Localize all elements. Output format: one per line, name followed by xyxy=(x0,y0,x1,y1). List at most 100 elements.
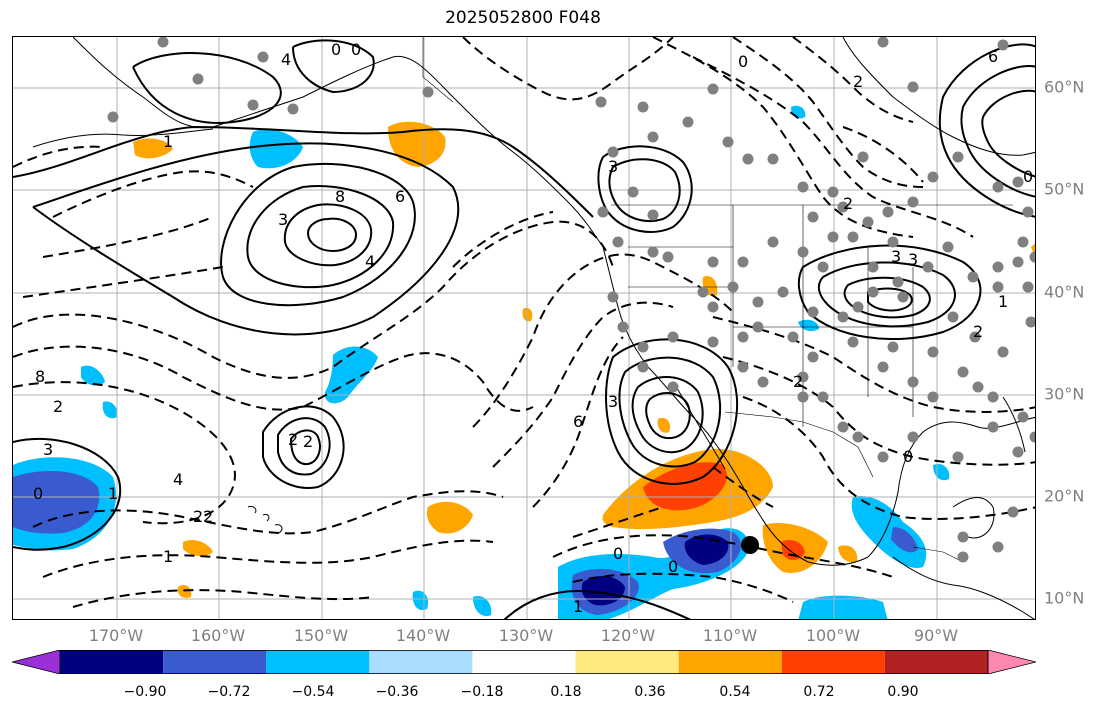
coast-hudson xyxy=(842,37,1035,156)
station-dot xyxy=(887,236,899,248)
station-dot xyxy=(727,281,739,293)
station-dot xyxy=(927,346,939,358)
dash-c12 xyxy=(572,572,794,603)
lon-label-90w: 90°W xyxy=(913,626,959,645)
colorbar-tick-label: 0.54 xyxy=(719,684,751,700)
contour-ne-pac-1 xyxy=(13,125,594,218)
contour-label: 6 xyxy=(988,47,998,66)
lon-label-160w: 160°W xyxy=(190,626,246,645)
contour-cal-low2 xyxy=(618,356,722,468)
contour-high-outer xyxy=(32,142,460,336)
shade-neg-east-mid xyxy=(891,527,918,553)
contour-label: 2 xyxy=(288,430,298,449)
station-dot xyxy=(607,291,619,303)
station-dot xyxy=(957,531,969,543)
lon-label-150w: 150°W xyxy=(293,626,349,645)
station-dot xyxy=(857,151,869,163)
contour-ne-low4 xyxy=(867,287,913,312)
lat-label-60n: 60°N xyxy=(1044,77,1085,97)
lat-label-20n: 20°N xyxy=(1044,486,1085,506)
colorbar-tick-label: 0.36 xyxy=(634,684,666,700)
lon-label-100w: 100°W xyxy=(805,626,861,645)
station-dot xyxy=(707,336,719,348)
lon-label-140w: 140°W xyxy=(395,626,451,645)
station-dot xyxy=(877,451,889,463)
dash-c22 xyxy=(52,170,254,218)
station-dot xyxy=(897,291,909,303)
station-dot xyxy=(907,431,919,443)
contour-label: 3 xyxy=(278,210,288,229)
station-dot xyxy=(797,371,809,383)
station-dot xyxy=(887,341,899,353)
contour-cal-low3 xyxy=(631,375,704,454)
dash-c18 xyxy=(732,37,924,188)
shade-neg-south-dark2 xyxy=(684,534,729,565)
contour-ak-ring1 xyxy=(132,52,282,124)
contour-label: 1 xyxy=(998,292,1008,311)
colorbar xyxy=(12,650,1036,674)
colorbar-segment xyxy=(266,650,370,674)
contour-label: 4 xyxy=(365,252,375,271)
contour-label: 2 xyxy=(203,507,213,526)
contour-label: 2 xyxy=(853,72,863,91)
contour-cal-low4 xyxy=(645,392,691,440)
dash-c7 xyxy=(472,253,734,428)
station-dot xyxy=(1029,431,1035,443)
shade-neg-small5 xyxy=(798,319,819,331)
lat-label-10n: 10°N xyxy=(1044,588,1085,608)
border-alaska xyxy=(422,37,454,103)
contour-label: 2 xyxy=(973,322,983,341)
contour-label: 2 xyxy=(843,194,853,213)
station-dot xyxy=(992,541,1004,553)
station-dot xyxy=(877,361,889,373)
dash-c20 xyxy=(462,37,674,101)
colorbar-segment xyxy=(678,650,782,674)
contour-high-ring1 xyxy=(220,162,416,307)
hurricane-marker xyxy=(741,536,759,554)
contour-ne-low2 xyxy=(817,261,956,328)
colorbar-segment xyxy=(60,650,164,674)
station-dot xyxy=(992,181,1004,193)
coast-west-us xyxy=(602,246,869,566)
contour-label: 6 xyxy=(573,412,583,431)
station-dot xyxy=(992,281,1004,293)
shade-pos-gulf xyxy=(388,121,446,167)
contour-ne-low1 xyxy=(797,244,982,341)
station-dot xyxy=(892,276,904,288)
station-dot xyxy=(797,391,809,403)
station-dot xyxy=(257,51,269,63)
station-dot xyxy=(827,231,839,243)
shade-neg-small1 xyxy=(81,365,105,386)
lon-label-110w: 110°W xyxy=(702,626,758,645)
dash-c16 xyxy=(692,56,974,238)
dash-c8 xyxy=(492,301,674,468)
dash-c11 xyxy=(552,534,894,578)
station-dot xyxy=(647,246,659,258)
station-dot xyxy=(637,101,649,113)
station-dot xyxy=(837,311,849,323)
station-dot xyxy=(907,196,919,208)
station-dot xyxy=(927,171,939,183)
colorbar-segment xyxy=(472,650,576,674)
contour-haw-low3 xyxy=(289,429,321,466)
contour-label: 2 xyxy=(303,432,313,451)
station-dot xyxy=(972,381,984,393)
station-dot xyxy=(817,261,829,273)
shade-neg-small6 xyxy=(791,105,806,119)
station-dot xyxy=(707,83,719,95)
contour-label: 0 xyxy=(33,484,43,503)
dash-c15 xyxy=(742,396,1035,520)
station-dot xyxy=(852,431,864,443)
station-dot xyxy=(807,306,819,318)
station-dot xyxy=(852,301,864,313)
station-dot xyxy=(627,186,639,198)
shade-neg-small2 xyxy=(102,401,118,419)
dash-c10 xyxy=(572,506,664,538)
colorbar-frame xyxy=(59,650,989,674)
station-dot xyxy=(722,136,734,148)
colorbar-segment xyxy=(163,650,267,674)
station-dot xyxy=(787,331,799,343)
contour-label: 3 xyxy=(608,392,618,411)
